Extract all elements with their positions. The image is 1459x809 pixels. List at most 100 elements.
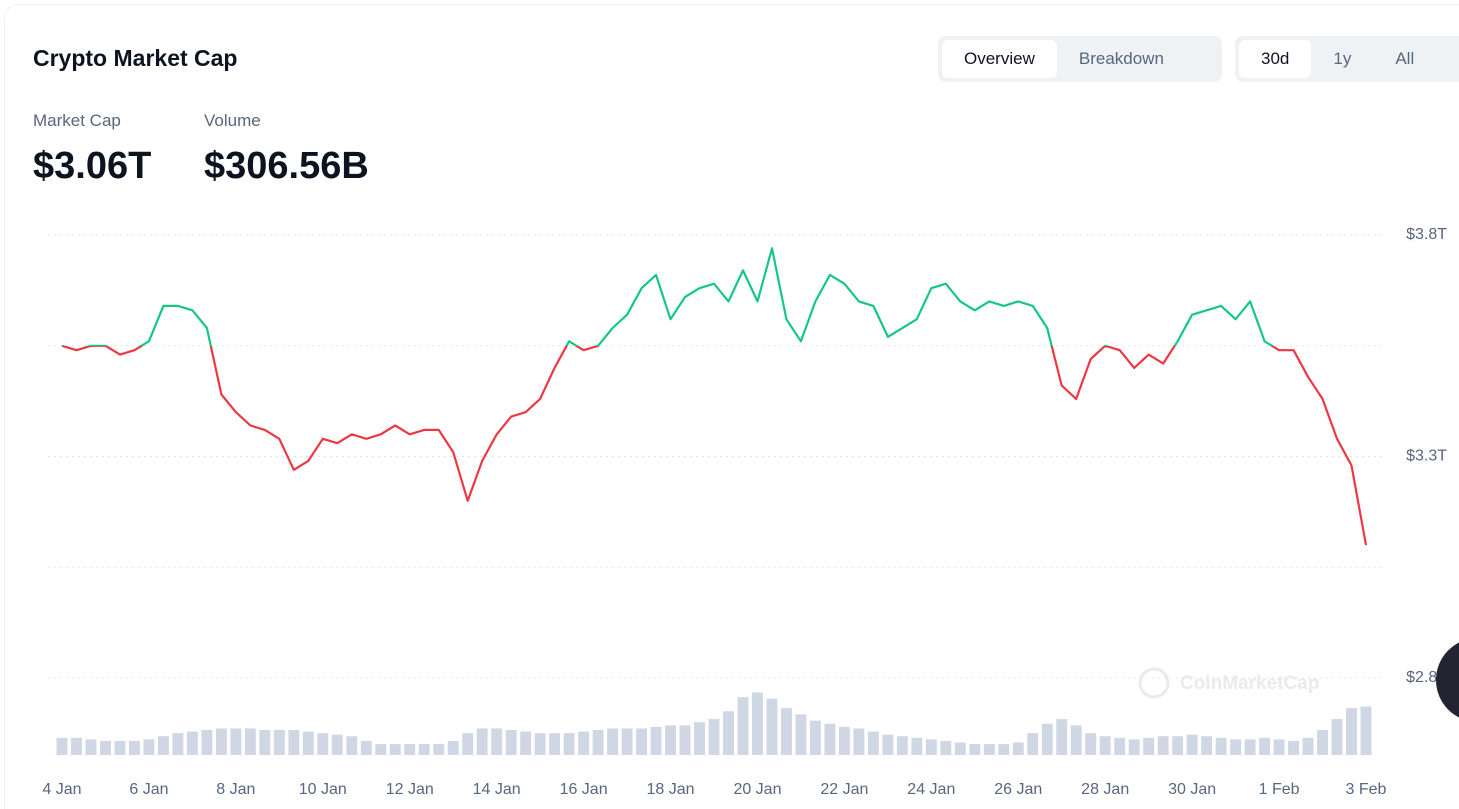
volume-bar (578, 731, 590, 755)
volume-bar (607, 728, 619, 755)
volume-bar (389, 744, 401, 755)
x-tick-label: 30 Jan (1168, 781, 1216, 798)
tab[interactable]: All (1395, 49, 1415, 68)
volume-bar (476, 728, 488, 755)
tab[interactable]: 1y (1333, 49, 1352, 68)
volume-bar (433, 744, 445, 755)
volume-bar (882, 734, 894, 755)
volume-bar (563, 733, 575, 755)
volume-bar (302, 731, 314, 755)
tab[interactable]: Overview (942, 40, 1057, 78)
volume-bar (925, 739, 937, 755)
volume-bar (809, 720, 821, 755)
x-tick-label: 20 Jan (733, 781, 781, 798)
volume-bar (549, 733, 561, 755)
tab[interactable]: Breakdown (1078, 49, 1164, 68)
watermark-text: CoinMarketCap (1180, 673, 1319, 694)
volume-bar (143, 739, 155, 755)
volume-bar (520, 731, 532, 755)
volume-bar (1172, 736, 1184, 755)
volume-bar (752, 692, 763, 755)
volume-bar (1128, 739, 1140, 755)
volume-bar (157, 736, 169, 755)
volume-bar (331, 734, 343, 755)
volume-bar (288, 730, 300, 755)
volume-bar (1099, 736, 1111, 755)
volume-bar (766, 698, 778, 755)
stat-value: $3.06T (33, 145, 152, 187)
x-tick-label: 22 Jan (820, 781, 868, 798)
volume-bar (621, 728, 633, 755)
volume-bar (694, 722, 705, 755)
x-tick-label: 28 Jan (1081, 781, 1129, 798)
volume-bar (1230, 739, 1242, 755)
volume-bar (1012, 742, 1024, 755)
volume-bar (1201, 736, 1213, 755)
volume-bar (1215, 737, 1227, 755)
stat-label: Market Cap (33, 111, 121, 130)
volume-bar (1244, 739, 1256, 755)
x-tick-label: 3 Feb (1346, 781, 1387, 798)
volume-bar (1085, 733, 1097, 755)
volume-bar (346, 736, 358, 755)
volume-bar (491, 728, 503, 755)
volume-bar (1186, 734, 1198, 755)
floating-button[interactable] (1436, 638, 1459, 722)
x-tick-label: 16 Jan (560, 781, 608, 798)
x-tick-label: 1 Feb (1259, 781, 1300, 798)
price-line (61, 247, 1368, 546)
volume-bar (969, 744, 981, 755)
volume-bar (360, 740, 372, 755)
x-tick-label: 4 Jan (42, 781, 81, 798)
range-group: 30d 1y All (1235, 36, 1459, 82)
volume-bar (1317, 730, 1328, 755)
volume-bar (71, 737, 82, 755)
volume-bar (534, 733, 546, 755)
volume-bar (1027, 733, 1039, 755)
volume-bar (708, 719, 720, 755)
volume-bar (636, 728, 647, 755)
volume-bar (230, 728, 242, 755)
x-tick-label: 12 Jan (386, 781, 434, 798)
volume-bar (1041, 723, 1053, 755)
x-tick-label: 8 Jan (216, 781, 255, 798)
volume-bar (186, 731, 198, 755)
volume-bar (911, 737, 923, 755)
x-tick-label: 10 Jan (299, 781, 347, 798)
volume-bar (1288, 740, 1299, 755)
volume-bar (273, 730, 285, 755)
x-tick-label: 6 Jan (129, 781, 168, 798)
volume-bar (737, 697, 749, 755)
volume-bar (201, 730, 213, 755)
volume-bar (781, 708, 792, 755)
volume-bar (259, 730, 271, 755)
tab-group: Overview Breakdown (938, 36, 1222, 82)
tab[interactable]: 30d (1239, 40, 1312, 78)
volume-bar (867, 731, 879, 755)
volume-bar (505, 730, 517, 755)
volume-bar (1056, 719, 1068, 755)
volume-bar (723, 711, 734, 755)
volume-bar (896, 736, 908, 755)
volume-bar (1346, 708, 1357, 755)
volume-bar (1143, 737, 1155, 755)
volume-bar (1331, 719, 1343, 755)
volume-bar (954, 742, 966, 755)
y-tick-label: $3.3T (1406, 448, 1447, 465)
volume-bar (129, 740, 140, 755)
volume-bar (1114, 737, 1126, 755)
volume-bar (1360, 706, 1372, 755)
volume-bar (650, 726, 662, 755)
volume-bar (447, 740, 459, 755)
x-tick-label: 26 Jan (994, 781, 1042, 798)
volume-bar (317, 733, 329, 755)
volume-bar (85, 739, 97, 755)
volume-bar (665, 725, 676, 755)
volume-bar (824, 723, 836, 755)
x-tick-label: 18 Jan (647, 781, 695, 798)
volume-bar (56, 737, 68, 755)
stat-label: Volume (204, 111, 261, 130)
volume-bar (838, 726, 850, 755)
card (4, 4, 1459, 809)
